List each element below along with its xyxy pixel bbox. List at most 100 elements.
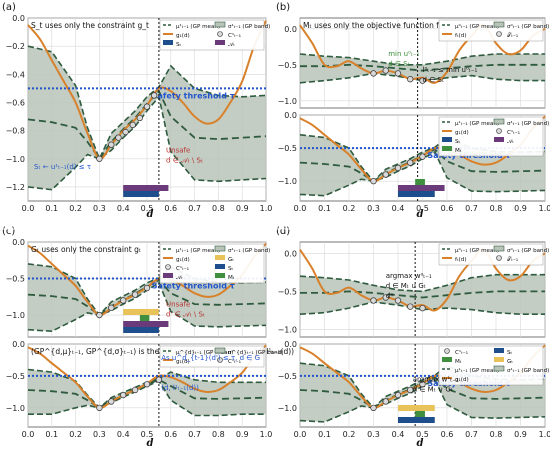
- legend-entry: 𝒜ₜ: [176, 275, 183, 281]
- legend-swatch-set: [494, 348, 504, 353]
- panel-d_top: −1.0 −0.5 0.0 (d) μ⁰ₜ₋₁ (GP mean) σ⁰ₜ₋₁ (GP b…: [276, 226, 549, 338]
- legend-entry: σ¹ₜ₋₁ (GP band): [228, 247, 270, 254]
- observation-point: [150, 92, 158, 99]
- x-tick-label: 0.3: [367, 430, 380, 439]
- y-tick-label: −0.8: [6, 127, 25, 136]
- observation-point: [394, 391, 402, 399]
- gp-mean-line: [300, 290, 545, 299]
- legend-swatch-observations: [217, 357, 223, 363]
- legend-swatch-set: [215, 273, 225, 278]
- x-tick-label: 0.3: [93, 430, 106, 439]
- set-bar-s: [398, 417, 435, 423]
- x-tick-label: 0.6: [164, 430, 177, 439]
- x-tick-label: 0.2: [343, 430, 356, 439]
- panel-label: (a): [2, 2, 16, 13]
- legend-swatch-observations: [496, 255, 502, 261]
- legend-entry: σ⁰ₜ₋₁ (GP band): [507, 247, 549, 254]
- observation-point: [382, 398, 389, 405]
- legend-entry: C¹ₜ₋₁: [176, 265, 189, 272]
- x-tick-label: 0.4: [117, 204, 130, 213]
- y-tick-label: 0.0: [284, 249, 297, 258]
- legend-swatch-set: [163, 40, 173, 45]
- legend-entry: Sₜ: [455, 139, 461, 145]
- observation-point: [419, 381, 426, 388]
- x-tick-label: 0.6: [164, 204, 177, 213]
- x-tick-label: 0.6: [441, 430, 454, 439]
- legend-entry: σ⁰ₜ₋₁ (GP band): [507, 23, 549, 30]
- set-bar-m: [415, 179, 425, 185]
- set-bar-s: [123, 327, 159, 333]
- panel-d_bottom: Safety threshold τ−1.0−0.50.00.00.10.20.…: [278, 340, 550, 449]
- annotation-text: Unsafe: [166, 301, 190, 309]
- x-tick-label: 0.7: [465, 204, 478, 213]
- set-bar-a: [123, 321, 169, 327]
- y-tick-label: 0.0: [12, 340, 25, 349]
- panel-b_top: −1.0 −0.5 0.0 (b) Mₜ uses only the objective…: [276, 2, 549, 109]
- y-tick-label: −1.0: [278, 177, 297, 186]
- legend-entry: σ¹ₜ₋₁ (GP band): [228, 23, 270, 30]
- legend-entry: Gₜ: [228, 257, 234, 263]
- x-tick-label: 0.8: [212, 430, 225, 439]
- observation-point: [394, 70, 402, 77]
- x-tick-label: 0.1: [45, 430, 58, 439]
- x-tick-label: 0.9: [514, 430, 527, 439]
- y-tick-label: −1.0: [278, 325, 297, 334]
- legend-box: [438, 116, 544, 157]
- legend-swatch-gp-band: [493, 245, 505, 252]
- annotation-text: d*: [386, 292, 394, 300]
- annotation-text: min u⁰ₜ₋₁: [388, 50, 419, 58]
- legend-entry: g₁(d): [455, 377, 469, 383]
- legend-entry: 𝒯ₜ₋₁: [507, 33, 518, 39]
- legend-box: [159, 243, 265, 284]
- panel-label: (c): [2, 226, 15, 237]
- legend-entry: σ¹ₜ₋₁ (GP band): [507, 367, 549, 374]
- observation-point: [407, 386, 414, 394]
- legend-entry: C¹ₜ₋₁: [507, 129, 520, 136]
- y-tick-label: −1.2: [6, 183, 25, 192]
- annotation-text: (d, l¹ₜ₋₁(d)): [161, 384, 199, 392]
- observation-point: [394, 164, 402, 172]
- y-tick-label: −1.0: [278, 404, 297, 413]
- annotation-text: Sₜ ← u¹ₜ₋₁(d) ≤ τ: [34, 163, 91, 171]
- legend-swatch-observations: [165, 264, 171, 270]
- observation-point: [120, 391, 127, 399]
- panel-header: Gₜ uses only the constraint gₜ: [31, 245, 141, 254]
- x-axis-label: d: [147, 209, 154, 220]
- panel-header: Mₜ uses only the objective function fₜ: [303, 21, 441, 30]
- observation-point: [120, 297, 127, 304]
- x-tick-label: 0.7: [188, 430, 201, 439]
- x-tick-label: 1.0: [539, 430, 550, 439]
- x-tick-label: 0.4: [117, 430, 130, 439]
- legend-entry: g₁(d): [455, 130, 469, 136]
- observation-point: [407, 159, 414, 166]
- observation-point: [370, 70, 377, 77]
- annotation-text: d ∈ Sₜ: [423, 76, 445, 84]
- x-tick-label: 0.2: [69, 430, 82, 439]
- observation-point: [155, 376, 163, 383]
- annotation-text: argmax w¹ₜ₋₁: [413, 375, 459, 383]
- observation-point: [115, 134, 122, 141]
- legend-entry: C¹ₜ₋₁: [228, 32, 241, 39]
- y-tick-label: −0.5: [278, 144, 297, 153]
- legend-entry: σ^{d}ₜ₋₁ (GP band): [228, 350, 283, 356]
- observation-point: [382, 171, 389, 178]
- gp-upper-bound: [299, 53, 545, 66]
- legend-entry: C¹ₜ₋₁: [455, 349, 468, 356]
- panel-c_top: Safety threshold τ −1.0 −0.5 0.0(c) Gₜ uses …: [2, 226, 270, 338]
- x-tick-label: 0.9: [236, 430, 249, 439]
- set-bar-s: [123, 191, 159, 197]
- legend-entry: Mₜ: [455, 359, 462, 365]
- observation-point: [108, 398, 115, 405]
- y-tick-label: −0.5: [278, 372, 297, 381]
- legend-entry: Sₜ: [176, 42, 182, 48]
- gp-mean-line: [27, 89, 267, 161]
- x-tick-label: 0.5: [416, 430, 429, 439]
- observation-point: [96, 404, 103, 411]
- legend-entry: μ¹ₜ₋₁ (GP mean): [455, 367, 499, 374]
- legend-box: [438, 19, 544, 42]
- x-tick-label: 1.0: [539, 204, 550, 213]
- y-tick-label: −0.6: [6, 98, 25, 107]
- annotation-text: As u^d_{t-1}(d') ≤ τ, d ∈ G: [161, 354, 260, 362]
- x-tick-label: 0.6: [441, 204, 454, 213]
